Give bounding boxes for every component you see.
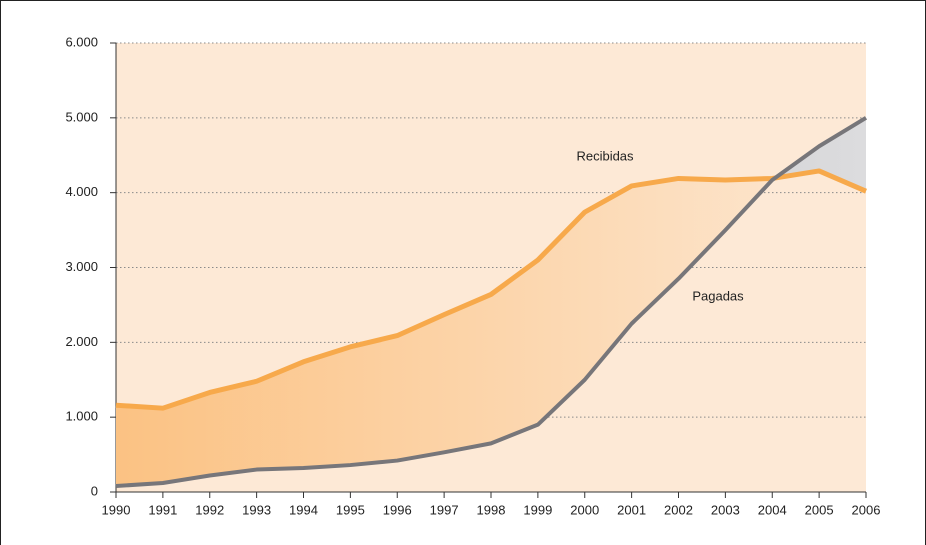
- x-tick-label: 1991: [148, 502, 177, 517]
- line: [115, 116, 868, 489]
- x-tick-label: 2000: [570, 502, 599, 517]
- y-tick-label: 1.000: [65, 409, 98, 424]
- x-tick-label: 1993: [242, 502, 271, 517]
- x-tick-label: 2003: [711, 502, 740, 517]
- x-tick-label: 2004: [758, 502, 787, 517]
- y-tick-label: 0: [91, 483, 98, 498]
- x-tick-label: 1995: [336, 502, 365, 517]
- area-fill: [116, 170, 866, 487]
- x-tick-label: 1999: [523, 502, 552, 517]
- x-tick-label: 1990: [102, 502, 131, 517]
- y-tick-label: 2.000: [65, 334, 98, 349]
- x-tick-label: 2006: [852, 502, 881, 517]
- x-tick-label: 1996: [383, 502, 412, 517]
- series-label: Recibidas: [576, 148, 634, 163]
- y-tick-label: 6.000: [65, 34, 98, 49]
- y-tick-label: 4.000: [65, 184, 98, 199]
- y-tick-label: 5.000: [65, 109, 98, 124]
- y-tick-label: 3.000: [65, 259, 98, 274]
- x-tick-label: 2005: [805, 502, 834, 517]
- series-label: Pagadas: [692, 288, 744, 303]
- x-tick-label: 2001: [617, 502, 646, 517]
- line: [115, 168, 867, 411]
- x-tick-label: 1998: [477, 502, 506, 517]
- x-tick-label: 2002: [664, 502, 693, 517]
- x-tick-label: 1994: [289, 502, 318, 517]
- x-tick-label: 1997: [430, 502, 459, 517]
- x-tick-label: 1992: [195, 502, 224, 517]
